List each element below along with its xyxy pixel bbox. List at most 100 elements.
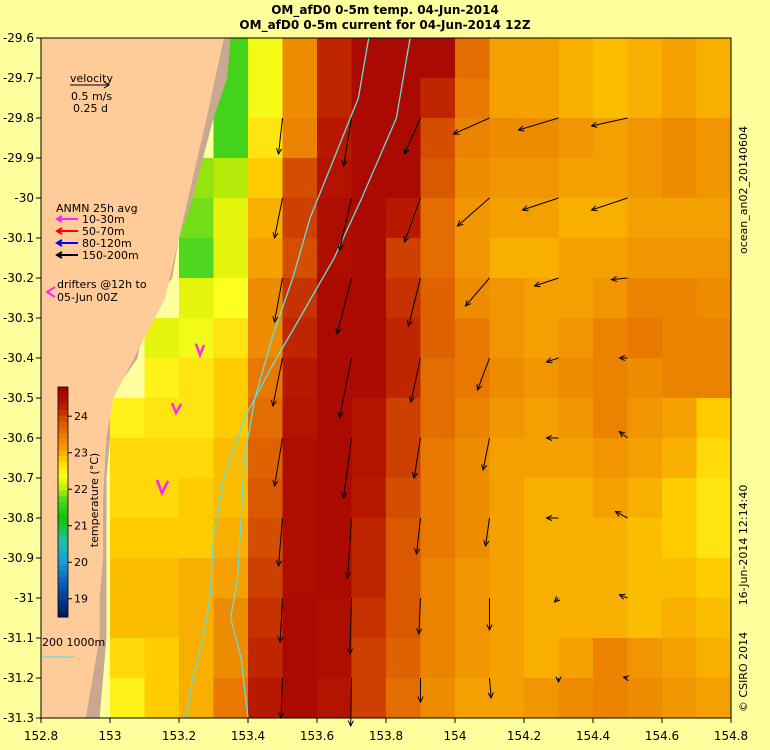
- current-vector: [335, 277, 352, 336]
- temperature-cell: [386, 478, 421, 519]
- current-vector: [411, 437, 421, 480]
- temperature-cell: [351, 318, 387, 359]
- current-vector: [590, 117, 628, 128]
- vector-head: [275, 560, 282, 568]
- temperature-cell: [282, 558, 318, 599]
- vector-head: [276, 148, 283, 156]
- current-vector: [406, 277, 421, 328]
- map-legend: velocity 0.5 m/s 0.25 d ANMN 25h avg 10-…: [42, 72, 147, 658]
- vector-shaft: [477, 357, 490, 391]
- temperature-cell: [179, 318, 214, 359]
- temperature-cell: [282, 278, 318, 319]
- temperature-cell: [455, 198, 490, 239]
- land-mass: [41, 38, 224, 718]
- temperature-cell: [282, 78, 318, 119]
- vector-head: [456, 220, 464, 227]
- y-tick-label: -30.2: [3, 271, 34, 285]
- vector-shaft: [546, 357, 559, 363]
- vector-head: [618, 593, 626, 600]
- temperature-cell: [386, 158, 421, 199]
- current-vector: [464, 277, 490, 307]
- temperature-cell: [696, 358, 732, 399]
- current-vector: [272, 437, 283, 488]
- drifter-marker: [155, 479, 170, 497]
- temperature-cell: [455, 238, 490, 279]
- anmn-legend-arrowhead: [55, 251, 63, 259]
- temperature-cell: [524, 318, 559, 359]
- anmn-legend-label: 150-200m: [82, 249, 139, 262]
- temperature-cell: [489, 678, 525, 719]
- x-tick-label: 154.4: [576, 729, 610, 743]
- vector-shaft: [278, 117, 283, 155]
- temperature-cell: [627, 398, 663, 439]
- vector-head: [555, 676, 562, 684]
- temperature-cell: [144, 438, 180, 479]
- x-tick-label: 153.2: [162, 729, 196, 743]
- temperature-cell: [455, 158, 490, 199]
- timestamp: 16-Jun-2014 12:14:40: [737, 485, 750, 606]
- temperature-cell: [627, 598, 663, 639]
- y-tick-label: -31.3: [3, 711, 34, 725]
- colorbar-tick-label: 21: [74, 520, 88, 533]
- x-tick-label: 154: [444, 729, 467, 743]
- temperature-cell: [558, 238, 594, 279]
- temperature-cell: [179, 638, 214, 679]
- temperature-cell: [420, 358, 456, 399]
- vector-head: [590, 121, 598, 128]
- vector-shaft: [279, 597, 283, 643]
- temperature-cell: [524, 158, 559, 199]
- temperature-cell: [144, 598, 180, 639]
- temperature-cell: [282, 598, 318, 639]
- temperature-cell: [524, 238, 559, 279]
- vector-shaft: [619, 431, 628, 439]
- colorbar-swatch: [58, 565, 68, 572]
- temperature-cell: [524, 38, 559, 79]
- colorbar-swatch: [58, 421, 68, 428]
- vector-head: [545, 434, 553, 442]
- colorbar-swatch: [58, 611, 68, 618]
- y-tick-label: -30.6: [3, 431, 34, 445]
- temperature-cell: [662, 518, 697, 559]
- anmn-legend-label: 10-30m: [82, 213, 125, 226]
- temperature-cell: [489, 518, 525, 559]
- temperature-cell: [489, 438, 525, 479]
- temperature-cell: [317, 558, 352, 599]
- current-vector: [487, 677, 494, 700]
- temperature-cell: [248, 38, 283, 79]
- vector-shaft: [404, 197, 421, 243]
- temperature-cell: [558, 438, 594, 479]
- vector-shaft: [522, 197, 559, 211]
- colorbar-swatch: [58, 496, 68, 503]
- temperature-cell: [420, 38, 456, 79]
- temperature-cell: [558, 278, 594, 319]
- drifter-marker: [194, 343, 206, 359]
- temperature-cell: [627, 518, 663, 559]
- vector-shaft: [482, 437, 490, 471]
- colorbar-swatch: [58, 594, 68, 601]
- temperature-cell: [351, 238, 387, 279]
- current-vector: [417, 678, 424, 704]
- temperature-cell: [213, 278, 249, 319]
- temperature-cell: [179, 358, 214, 399]
- colorbar-swatch: [58, 576, 68, 583]
- vector-shaft: [336, 277, 352, 335]
- temperature-cell: [110, 478, 145, 519]
- y-tick-label: -29.6: [3, 31, 34, 45]
- vector-head: [416, 628, 423, 636]
- temperature-cell: [351, 518, 387, 559]
- vector-shaft: [278, 517, 283, 567]
- temperature-cell: [489, 478, 525, 519]
- temperature-cell: [248, 598, 283, 639]
- y-tick-label: -30.3: [3, 311, 34, 325]
- temperature-cell: [351, 478, 387, 519]
- current-vectors: [270, 117, 630, 728]
- colorbar-swatch: [58, 571, 68, 578]
- temperature-cell: [593, 198, 628, 239]
- temperature-cell: [179, 278, 214, 319]
- temperature-cell: [317, 518, 352, 559]
- temperature-cell: [420, 478, 456, 519]
- current-vector: [452, 117, 490, 135]
- temperature-cell: [593, 78, 628, 119]
- temperature-cell: [524, 478, 559, 519]
- temperature-cell: [696, 558, 732, 599]
